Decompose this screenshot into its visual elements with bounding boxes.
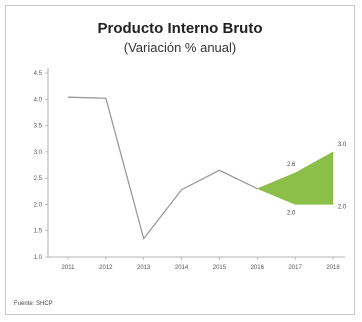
chart-source: Fuente: SHCP — [14, 301, 53, 307]
data-label: 3.0 — [338, 142, 347, 148]
x-tick-label: 2017 — [288, 265, 302, 271]
y-tick-label: 1.5 — [34, 229, 43, 235]
x-tick-label: 2012 — [99, 265, 113, 271]
x-tick-label: 2018 — [326, 265, 340, 271]
chart-title: Producto Interno Bruto — [97, 20, 263, 37]
x-tick-label: 2011 — [62, 265, 76, 271]
y-tick-label: 1.0 — [34, 255, 43, 261]
chart-frame: Producto Interno Bruto (Variación % anua… — [5, 5, 355, 315]
x-tick-label: 2014 — [175, 265, 189, 271]
y-tick-label: 4.0 — [34, 97, 43, 103]
data-label: 2.6 — [287, 162, 296, 168]
x-tick-label: 2016 — [251, 265, 265, 271]
x-tick-label: 2013 — [137, 265, 151, 271]
y-tick-label: 3.5 — [34, 124, 43, 130]
y-tick-label: 2.0 — [34, 202, 43, 208]
y-tick-label: 3.0 — [34, 150, 43, 156]
y-tick-label: 2.5 — [34, 176, 43, 182]
gdp-line — [67, 96, 258, 241]
x-tick-label: 2015 — [213, 265, 227, 271]
y-tick-label: 4.5 — [34, 71, 43, 77]
chart-subtitle: (Variación % anual) — [123, 40, 237, 55]
forecast-range-area — [256, 151, 334, 205]
data-label: 2.0 — [287, 210, 296, 216]
data-label: 2.0 — [338, 204, 347, 210]
